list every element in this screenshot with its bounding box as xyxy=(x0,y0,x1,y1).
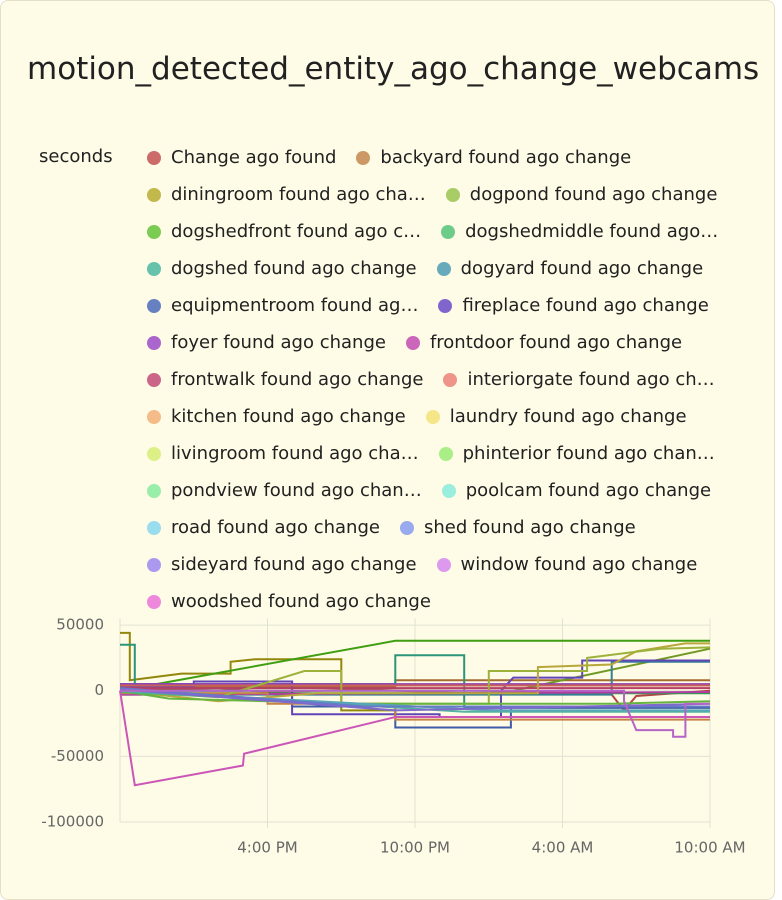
legend-label: sideyard found ago change xyxy=(171,554,417,575)
legend-label: dogyard found ago change xyxy=(460,258,704,279)
legend-item[interactable]: dogyard found ago change xyxy=(436,250,704,287)
legend-item[interactable]: dogshedmiddle found ago… xyxy=(441,213,718,250)
legend-label: kitchen found ago change xyxy=(171,406,406,427)
legend: Change ago found backyard found ago chang… xyxy=(147,139,747,620)
legend-label: shed found ago change xyxy=(423,517,636,538)
legend-item[interactable]: foyer found ago change xyxy=(147,324,386,361)
y-tick-label: 0 xyxy=(94,681,104,699)
legend-label: diningroom found ago cha… xyxy=(171,184,426,205)
legend-label: dogshedmiddle found ago… xyxy=(465,221,719,242)
legend-item[interactable]: equipmentroom found ag… xyxy=(147,287,418,324)
legend-dot xyxy=(436,557,451,572)
y-tick-label: -100000 xyxy=(41,813,104,831)
legend-dot xyxy=(147,187,161,202)
legend-label: backyard found ago change xyxy=(380,147,632,168)
legend-dot xyxy=(147,150,161,165)
legend-item[interactable]: frontdoor found ago change xyxy=(405,324,683,361)
legend-dot xyxy=(425,409,440,424)
legend-label: dogpond found ago change xyxy=(469,184,718,205)
legend-item[interactable]: sideyard found ago change xyxy=(147,546,417,583)
legend-item[interactable]: pondview found ago chan… xyxy=(147,472,422,509)
legend-label: phinterior found ago chan… xyxy=(462,443,715,464)
x-tick-label: 4:00 PM xyxy=(237,839,297,857)
legend-label: pondview found ago chan… xyxy=(171,480,422,501)
legend-dot xyxy=(356,150,371,165)
legend-item[interactable]: backyard found ago change xyxy=(356,139,631,176)
y-tick-label: 50000 xyxy=(56,616,104,634)
legend-dot xyxy=(438,446,453,461)
x-tick-label: 4:00 AM xyxy=(532,839,594,857)
legend-dot xyxy=(441,483,456,498)
legend-item[interactable]: kitchen found ago change xyxy=(147,398,406,435)
legend-label: foyer found ago change xyxy=(171,332,386,353)
legend-dot xyxy=(147,335,161,350)
x-tick-label: 10:00 PM xyxy=(380,839,450,857)
legend-label: fireplace found ago change xyxy=(462,295,709,316)
y-tick-label: -50000 xyxy=(51,747,104,765)
legend-label: livingroom found ago cha… xyxy=(171,443,419,464)
legend-dot xyxy=(147,594,161,609)
legend-item[interactable]: poolcam found ago change xyxy=(441,472,712,509)
legend-dot xyxy=(147,298,161,313)
legend-item[interactable]: dogshed found ago change xyxy=(147,250,417,287)
legend-dot xyxy=(441,224,456,239)
card-title: motion_detected_entity_ago_change_webcam… xyxy=(27,51,760,87)
legend-item[interactable]: woodshed found ago change xyxy=(147,583,431,620)
legend-label: dogshedfront found ago c… xyxy=(171,221,422,242)
legend-label: frontwalk found ago change xyxy=(171,369,424,390)
legend-dot xyxy=(443,372,458,387)
legend-item[interactable]: road found ago change xyxy=(147,509,380,546)
series-line xyxy=(119,639,710,692)
legend-label: dogshed found ago change xyxy=(171,258,417,279)
legend-label: Change ago found xyxy=(171,147,337,168)
y-axis-label: seconds xyxy=(39,146,113,167)
legend-item[interactable]: dogshedfront found ago c… xyxy=(147,213,421,250)
legend-item[interactable]: Change ago found xyxy=(147,139,336,176)
legend-item[interactable]: livingroom found ago cha… xyxy=(147,435,419,472)
chart: 50000 0 -50000 -100000 4:00 PM 10:00 PM 4:00 A… xyxy=(41,616,745,857)
legend-dot xyxy=(147,372,161,387)
legend-label: poolcam found ago change xyxy=(465,480,712,501)
legend-dot xyxy=(405,335,420,350)
legend-item[interactable]: interiorgate found ago ch… xyxy=(443,361,715,398)
legend-dot xyxy=(399,520,414,535)
legend-dot xyxy=(445,187,460,202)
legend-dot xyxy=(147,261,161,276)
legend-label: window found ago change xyxy=(460,554,698,575)
legend-item[interactable]: fireplace found ago change xyxy=(438,287,709,324)
legend-label: equipmentroom found ag… xyxy=(171,295,419,316)
legend-dot xyxy=(147,409,161,424)
legend-label: interiorgate found ago ch… xyxy=(467,369,715,390)
legend-item[interactable]: diningroom found ago cha… xyxy=(147,176,426,213)
x-tick-label: 10:00 AM xyxy=(674,839,745,857)
legend-dot xyxy=(147,520,161,535)
series-line xyxy=(119,690,710,787)
legend-dot xyxy=(147,483,161,498)
legend-item[interactable]: shed found ago change xyxy=(399,509,636,546)
legend-label: road found ago change xyxy=(171,517,380,538)
legend-dot xyxy=(147,446,161,461)
series-line xyxy=(120,660,710,696)
series-line xyxy=(119,688,711,712)
legend-dot xyxy=(147,224,161,239)
legend-label: frontdoor found ago change xyxy=(429,332,683,353)
legend-dot xyxy=(147,557,161,572)
legend-item[interactable]: frontwalk found ago change xyxy=(147,361,423,398)
legend-dot xyxy=(438,298,453,313)
legend-label: laundry found ago change xyxy=(449,406,687,427)
legend-item[interactable]: window found ago change xyxy=(436,546,698,583)
legend-item[interactable]: phinterior found ago chan… xyxy=(438,435,715,472)
legend-item[interactable]: laundry found ago change xyxy=(425,398,687,435)
legend-label: woodshed found ago change xyxy=(171,591,431,612)
legend-dot xyxy=(436,261,451,276)
series-line xyxy=(120,689,710,738)
legend-item[interactable]: dogpond found ago change xyxy=(445,176,718,213)
